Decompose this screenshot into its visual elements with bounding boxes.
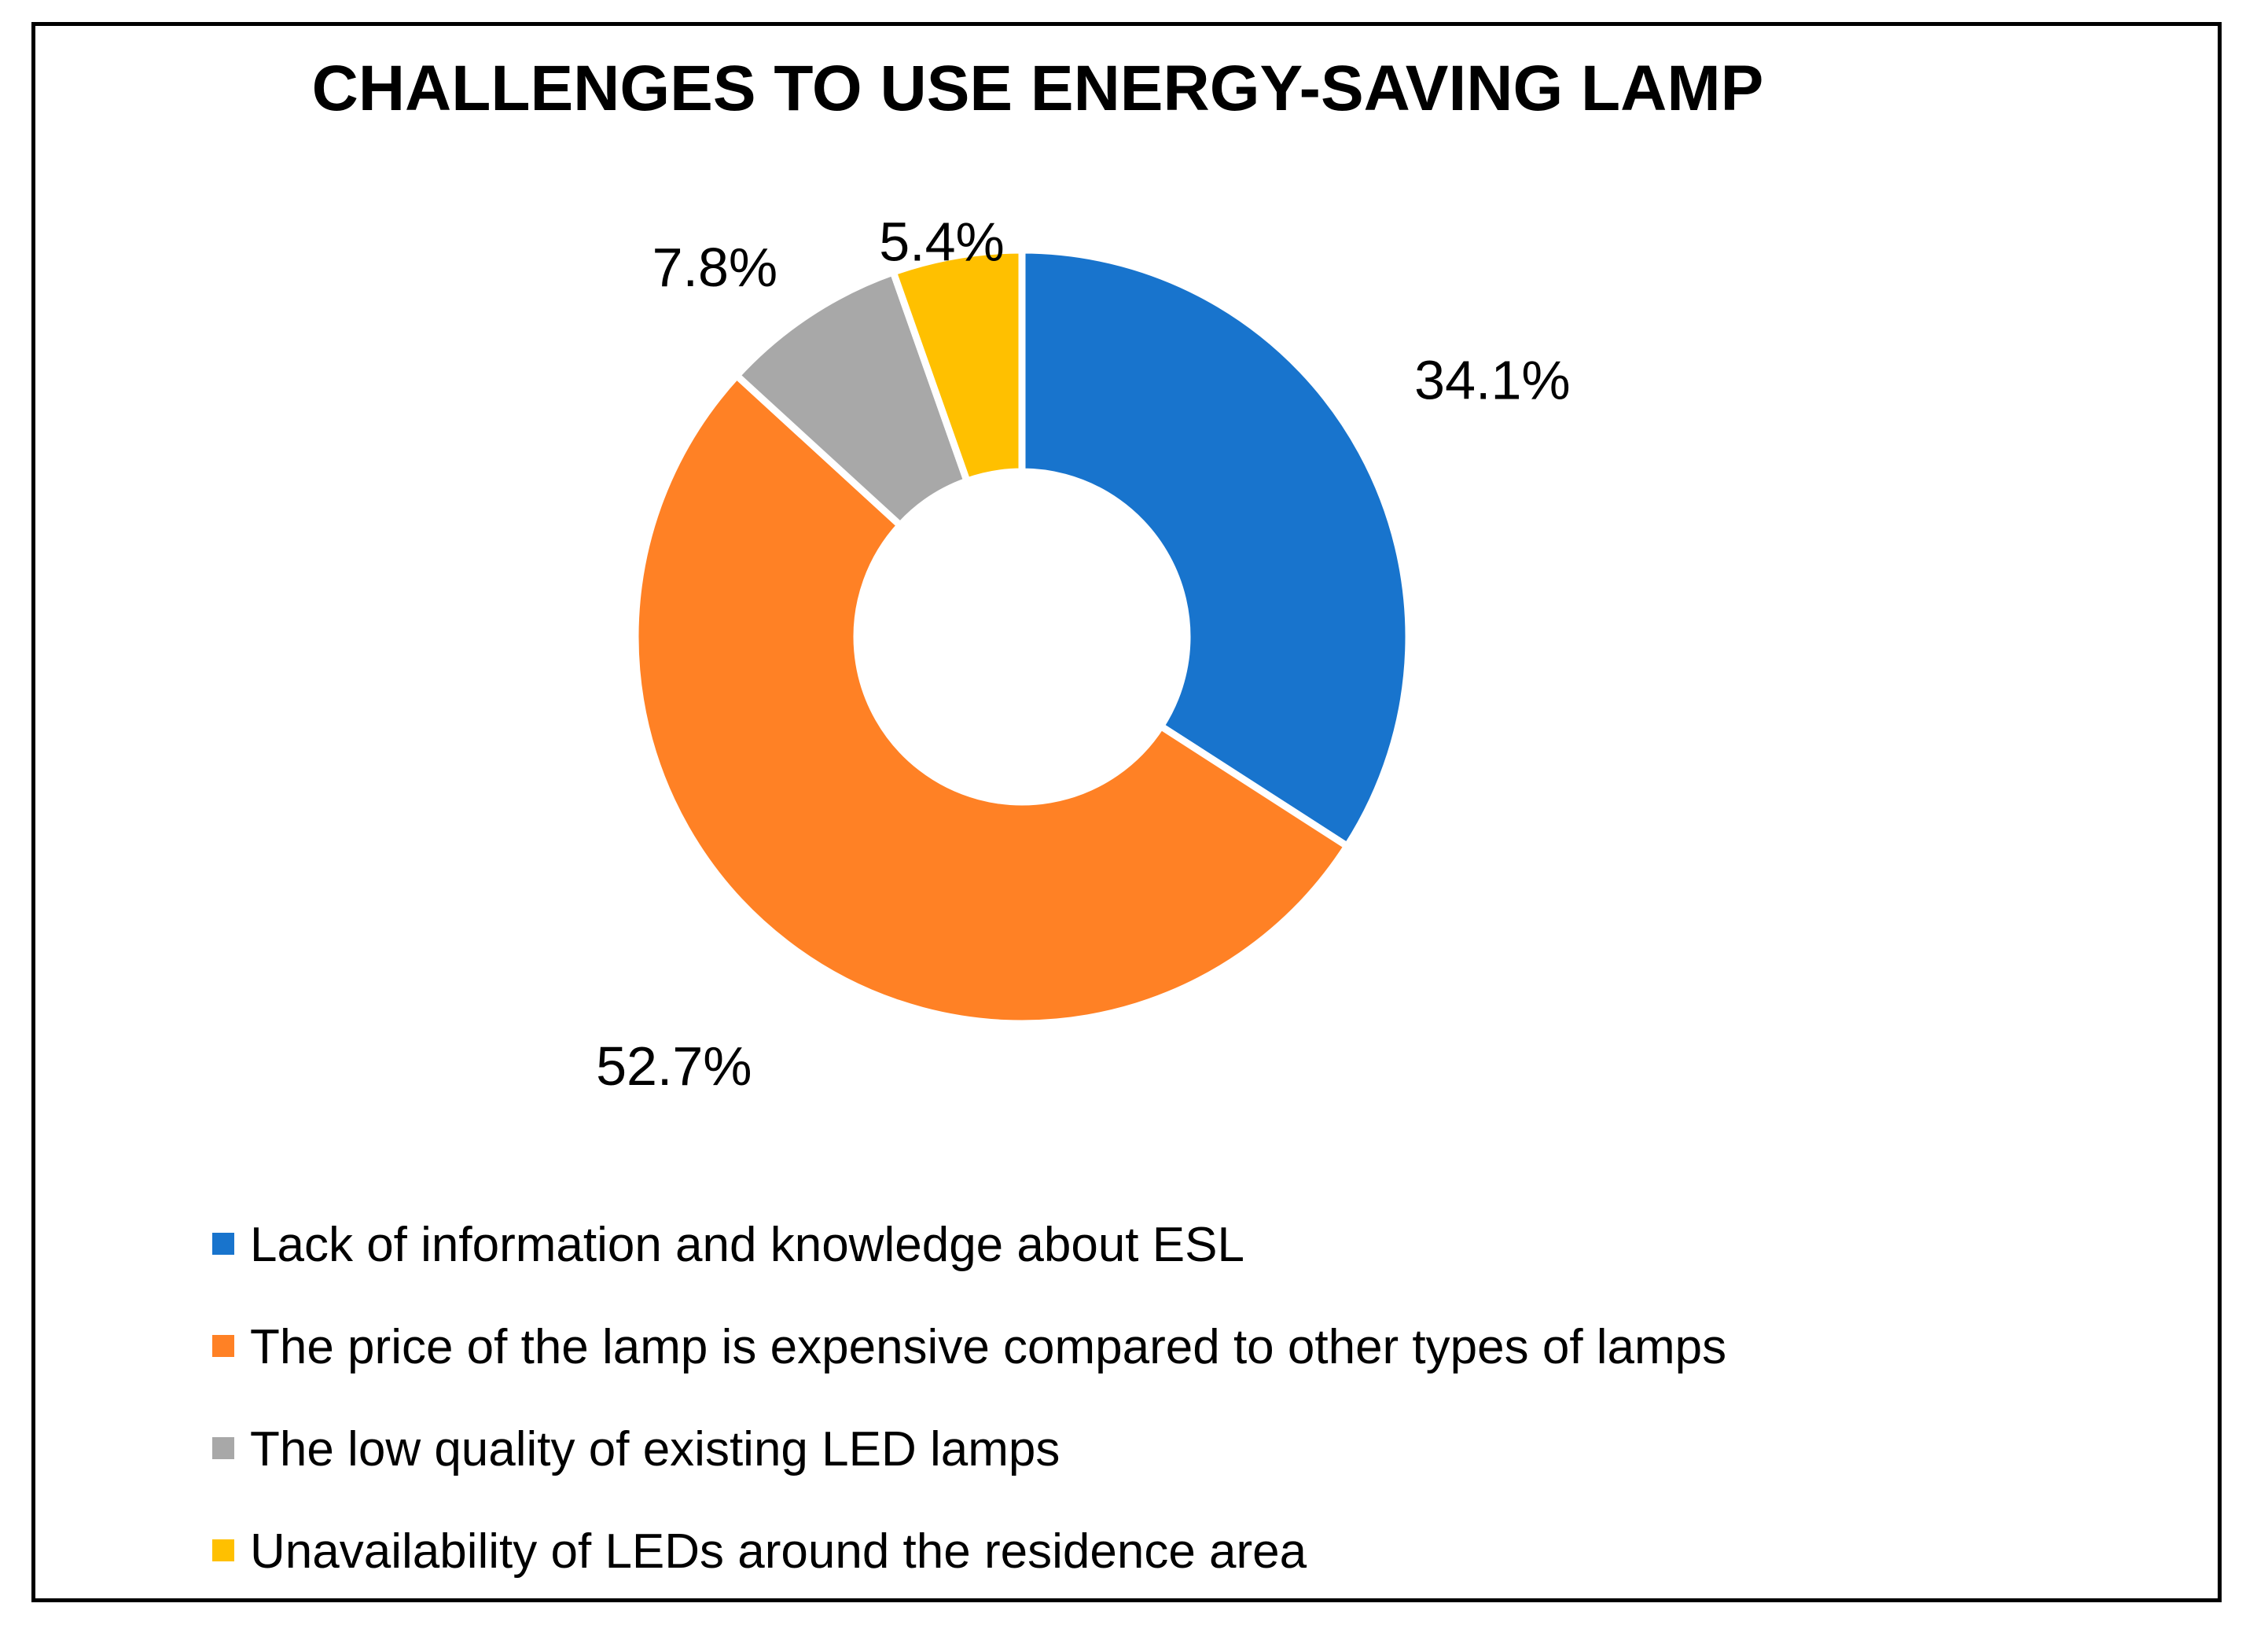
- legend-swatch-2: [212, 1437, 234, 1459]
- data-label-1: 52.7%: [596, 1035, 752, 1097]
- donut-slice-3: [889, 246, 1026, 485]
- legend-swatch-0: [212, 1233, 234, 1255]
- legend: Lack of information and knowledge about …: [212, 1218, 1726, 1579]
- donut-slice-1: [631, 372, 1351, 1028]
- legend-label-1: The price of the lamp is expensive compa…: [250, 1320, 1726, 1374]
- donut-slice-0: [1018, 246, 1413, 850]
- donut-slice-2: [733, 268, 971, 529]
- legend-label-2: The low quality of existing LED lamps: [250, 1422, 1060, 1476]
- data-labels: 34.1% 52.7% 7.8% 5.4%: [596, 211, 1571, 1097]
- legend-swatch-1: [212, 1335, 234, 1357]
- data-label-2: 7.8%: [652, 237, 778, 298]
- donut-slices: [631, 246, 1413, 1028]
- legend-label-3: Unavailability of LEDs around the reside…: [250, 1524, 1307, 1579]
- legend-swatch-3: [212, 1539, 234, 1561]
- data-label-0: 34.1%: [1414, 349, 1570, 410]
- data-label-3: 5.4%: [879, 211, 1005, 272]
- chart-title: CHALLENGES TO USE ENERGY-SAVING LAMP: [312, 53, 1764, 124]
- legend-label-0: Lack of information and knowledge about …: [250, 1218, 1244, 1272]
